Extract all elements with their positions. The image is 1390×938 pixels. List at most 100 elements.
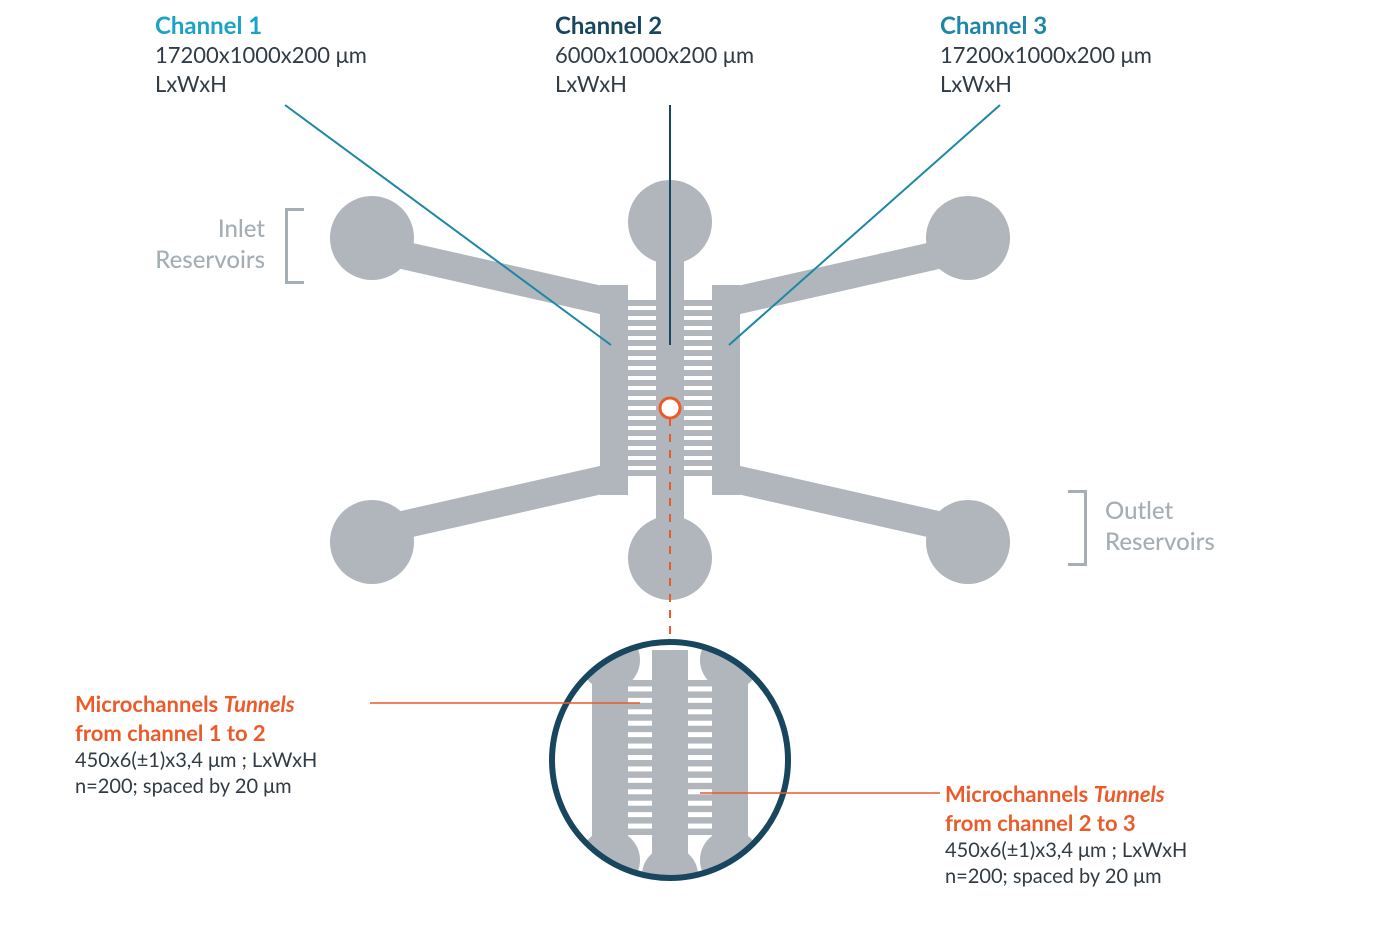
detail-channel-rect xyxy=(712,650,748,870)
inlet-text-2: Reservoirs xyxy=(135,244,265,275)
detail-bulge xyxy=(580,630,640,690)
tunnel-stripe xyxy=(628,320,656,326)
inlet-reservoirs-label: Inlet Reservoirs xyxy=(135,213,265,275)
detail-tunnel-stripe xyxy=(628,771,652,777)
detail-tunnel-stripe xyxy=(628,737,652,743)
tunnel-stripe xyxy=(628,470,656,476)
inlet-bracket-icon xyxy=(285,208,304,284)
tunnel-stripe xyxy=(684,450,712,456)
tunnel-stripe xyxy=(628,450,656,456)
detail-tunnel-stripe xyxy=(688,783,712,789)
channel-rect xyxy=(600,285,628,495)
tunnel-1-2-dim1: 450x6(±1)x3,4 μm ; LxWxH xyxy=(75,747,317,773)
device-arm xyxy=(730,478,942,526)
detail-tunnel-stripe xyxy=(628,829,652,835)
tunnel-stripe xyxy=(684,360,712,366)
detail-view-outline xyxy=(552,642,788,878)
reservoir-circle xyxy=(926,500,1010,584)
zoom-marker-icon xyxy=(660,398,680,418)
reservoir-circle xyxy=(628,180,712,264)
channel-3-label: Channel 3 17200x1000x200 μm LxWxH xyxy=(940,10,1152,98)
detail-tunnel-stripe xyxy=(688,760,712,766)
tunnel-stripe xyxy=(684,300,712,306)
detail-bulge xyxy=(642,847,698,903)
detail-tunnel-stripe xyxy=(688,703,712,709)
detail-tunnel-stripe xyxy=(688,806,712,812)
tunnel-1-2-sub: from channel 1 to 2 xyxy=(75,719,317,748)
inlet-text-1: Inlet xyxy=(135,213,265,244)
tunnel-stripe xyxy=(684,470,712,476)
outlet-bracket-icon xyxy=(1068,490,1087,566)
tunnel-stripe xyxy=(628,300,656,306)
detail-bulge xyxy=(700,830,760,890)
tunnel-stripe xyxy=(628,460,656,466)
tunnel-stripe xyxy=(628,350,656,356)
detail-tunnel-stripe xyxy=(688,771,712,777)
detail-tunnel-stripe xyxy=(688,817,712,823)
detail-channel-rect xyxy=(592,650,628,870)
reservoir-circle xyxy=(330,500,414,584)
tunnel-stripe xyxy=(684,400,712,406)
tunnel-stripe xyxy=(684,370,712,376)
tunnel-1-2-dim2: n=200; spaced by 20 μm xyxy=(75,773,317,799)
detail-tunnel-stripe xyxy=(628,806,652,812)
channel-rect xyxy=(656,285,684,495)
tunnel-2-3-label: Microchannels Tunnels from channel 2 to … xyxy=(945,780,1187,889)
detail-tunnel-stripe xyxy=(688,829,712,835)
channel-3-title: Channel 3 xyxy=(940,10,1152,41)
tunnel-stripe xyxy=(628,360,656,366)
detail-channel-rect xyxy=(652,650,688,870)
detail-tunnel-stripe xyxy=(628,760,652,766)
channel-1-dim: 17200x1000x200 μm xyxy=(155,41,367,70)
tunnel-stripe xyxy=(628,330,656,336)
detail-tunnel-stripe xyxy=(628,691,652,697)
detail-tunnel-stripe xyxy=(688,749,712,755)
tunnel-stripe xyxy=(684,320,712,326)
outlet-text-1: Outlet xyxy=(1105,495,1215,526)
detail-tunnel-stripe xyxy=(688,680,712,686)
tunnel-stripe xyxy=(628,410,656,416)
channel-1-sub: LxWxH xyxy=(155,70,367,99)
reservoir-circle xyxy=(926,196,1010,280)
outlet-reservoirs-label: Outlet Reservoirs xyxy=(1105,495,1215,557)
tunnel-stripe xyxy=(684,330,712,336)
detail-tunnel-stripe xyxy=(688,714,712,720)
tunnel-1-2-title-em: Tunnels xyxy=(224,690,295,717)
leader-line xyxy=(285,105,611,345)
leader-line xyxy=(729,105,1000,345)
tunnel-stripe xyxy=(684,340,712,346)
tunnel-stripe xyxy=(628,380,656,386)
tunnel-stripe xyxy=(684,310,712,316)
channel-2-dim: 6000x1000x200 μm xyxy=(555,41,754,70)
detail-tunnel-stripe xyxy=(628,726,652,732)
channel-1-label: Channel 1 17200x1000x200 μm LxWxH xyxy=(155,10,367,98)
device-arm xyxy=(398,254,610,302)
tunnel-2-3-title-em: Tunnels xyxy=(1094,780,1165,807)
tunnel-stripe xyxy=(628,420,656,426)
tunnel-2-3-dim1: 450x6(±1)x3,4 μm ; LxWxH xyxy=(945,837,1187,863)
tunnel-stripe xyxy=(628,370,656,376)
tunnel-stripe xyxy=(684,410,712,416)
tunnel-1-2-title-pre: Microchannels xyxy=(75,690,224,717)
tunnel-stripe xyxy=(628,340,656,346)
tunnel-stripe xyxy=(684,420,712,426)
channel-1-title: Channel 1 xyxy=(155,10,367,41)
tunnel-stripe xyxy=(628,440,656,446)
detail-tunnel-stripe xyxy=(628,794,652,800)
detail-view-content xyxy=(552,630,788,903)
detail-bg xyxy=(552,642,788,878)
tunnel-stripe xyxy=(628,390,656,396)
tunnel-1-2-label: Microchannels Tunnels from channel 1 to … xyxy=(75,690,317,799)
detail-tunnel-stripe xyxy=(688,726,712,732)
detail-tunnel-stripe xyxy=(688,794,712,800)
detail-tunnel-stripe xyxy=(628,680,652,686)
tunnel-1-2-title: Microchannels Tunnels xyxy=(75,690,317,719)
channel-rect xyxy=(712,285,740,495)
reservoir-circle xyxy=(330,196,414,280)
tunnel-2-3-dim2: n=200; spaced by 20 μm xyxy=(945,863,1187,889)
tunnel-2-3-title-pre: Microchannels xyxy=(945,780,1094,807)
tunnel-stripe xyxy=(684,440,712,446)
detail-tunnel-stripe xyxy=(628,714,652,720)
tunnel-stripe xyxy=(684,430,712,436)
tunnel-stripe xyxy=(684,460,712,466)
